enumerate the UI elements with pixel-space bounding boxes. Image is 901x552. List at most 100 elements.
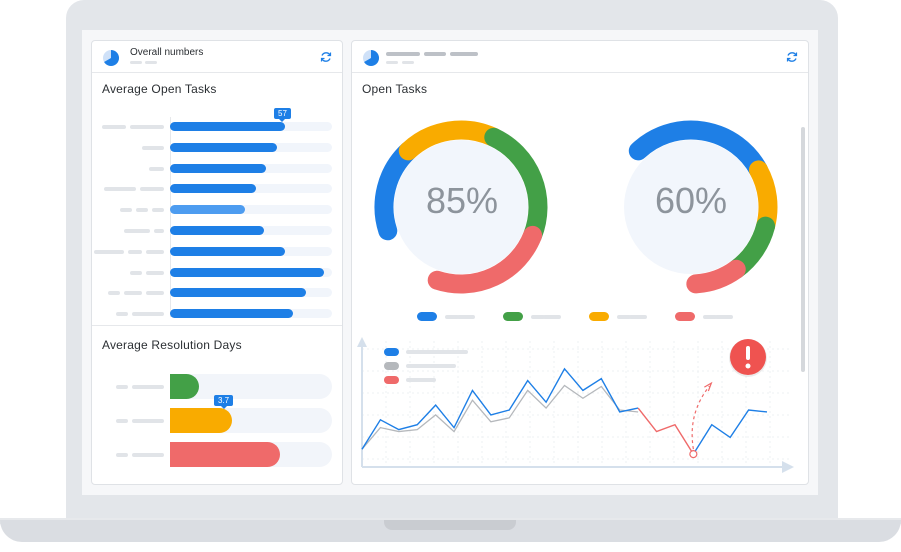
average-open-tasks-title: Average Open Tasks — [102, 82, 217, 96]
placeholder-text — [629, 315, 647, 319]
bar-fill — [170, 184, 256, 194]
alert-point[interactable] — [689, 449, 698, 459]
placeholder-text — [386, 61, 398, 64]
bar-track — [170, 246, 332, 256]
open-tasks-title: Open Tasks — [362, 82, 428, 96]
placeholder-text — [146, 291, 164, 296]
legend-swatch-yellow — [589, 312, 609, 321]
placeholder-text — [104, 187, 136, 192]
placeholder-text — [94, 249, 124, 254]
bar-track — [170, 267, 332, 277]
refresh-icon[interactable] — [786, 51, 798, 63]
alert-connector — [691, 385, 710, 450]
scrollbar[interactable] — [801, 127, 805, 372]
resolution-bar-track — [170, 374, 332, 399]
placeholder-text — [703, 315, 717, 319]
legend-swatch-blue — [417, 312, 437, 321]
placeholder-text — [130, 270, 142, 275]
overall-numbers-card: Overall numbers Average Open Tasks 57 Av… — [91, 40, 343, 485]
donut-segment-red — [427, 225, 543, 294]
resolution-bar-fill — [170, 408, 232, 433]
placeholder-text — [386, 52, 420, 56]
bar-fill — [170, 142, 277, 152]
donut-segment-green — [484, 127, 548, 245]
exclamation-icon[interactable] — [726, 336, 770, 380]
card-header — [352, 41, 808, 73]
placeholder-text — [132, 385, 164, 389]
donut-segment-yellow — [398, 120, 504, 161]
legend-swatch-green — [503, 312, 523, 321]
line-chart — [357, 337, 794, 473]
placeholder-text — [406, 350, 468, 354]
x-axis-arrow — [782, 461, 794, 473]
open-tasks-axis — [170, 117, 171, 317]
bar-track — [170, 122, 332, 131]
bar-track — [170, 288, 332, 298]
open-tasks-card: Open Tasks 85% 60% — [351, 40, 809, 485]
placeholder-text — [543, 315, 561, 319]
bar-track — [170, 226, 332, 235]
placeholder-text — [617, 315, 631, 319]
line-series-blue — [692, 409, 768, 455]
resolution-bar-fill — [170, 374, 199, 399]
refresh-icon[interactable] — [320, 51, 332, 63]
legend-swatch-red — [675, 312, 695, 321]
placeholder-text — [715, 315, 733, 319]
placeholder-text — [116, 453, 128, 457]
placeholder-text — [124, 229, 150, 233]
bar-fill — [170, 205, 245, 215]
placeholder-text — [146, 249, 164, 254]
bar-fill — [170, 267, 324, 277]
bar-track — [170, 163, 332, 173]
bar-track — [170, 309, 332, 319]
placeholder-text — [152, 208, 164, 213]
placeholder-text — [116, 419, 128, 423]
card-title: Overall numbers — [130, 47, 204, 58]
resolution-badge: 3.7 — [214, 395, 234, 409]
placeholder-text — [136, 208, 148, 213]
donut-background — [624, 140, 758, 274]
placeholder-text — [142, 145, 164, 150]
bar-fill — [170, 226, 264, 235]
bar-fill — [170, 288, 306, 298]
placeholder-text — [130, 125, 164, 129]
placeholder-text — [116, 312, 128, 317]
placeholder-text — [457, 315, 475, 319]
placeholder-text — [102, 125, 126, 129]
placeholder-text — [402, 61, 414, 64]
placeholder-text — [120, 208, 132, 213]
donut-segment-blue — [374, 141, 418, 241]
bar-fill — [170, 122, 285, 131]
resolution-bar-fill — [170, 442, 280, 467]
line-series-grey — [361, 384, 639, 450]
legend-swatch-grey — [384, 362, 399, 370]
laptop-base — [0, 520, 901, 542]
section-divider — [92, 325, 342, 326]
average-resolution-days-title: Average Resolution Days — [102, 338, 242, 352]
line-series-blue — [361, 367, 639, 450]
bar-track — [170, 184, 332, 194]
placeholder-text — [154, 229, 164, 233]
legend-swatch-red — [384, 376, 399, 384]
donut-segment-blue — [628, 120, 768, 180]
placeholder-text — [145, 61, 157, 64]
alert-connector-arrow — [704, 381, 713, 392]
resolution-bar-track — [170, 442, 332, 467]
placeholder-text — [132, 453, 164, 457]
bar-fill — [170, 246, 285, 256]
donut-label-2: 60% — [654, 180, 728, 221]
bar-track — [170, 205, 332, 215]
placeholder-text — [406, 378, 436, 382]
placeholder-text — [531, 315, 545, 319]
placeholder-text — [149, 166, 164, 171]
laptop-notch — [384, 520, 516, 530]
y-axis-arrow — [357, 337, 367, 347]
placeholder-text — [132, 312, 164, 317]
placeholder-text — [424, 52, 446, 56]
bar-fill — [170, 309, 293, 319]
resolution-bar-track — [170, 408, 332, 433]
donut-segment-red — [686, 259, 746, 294]
placeholder-text — [406, 364, 456, 368]
legend-swatch-blue — [384, 348, 399, 356]
